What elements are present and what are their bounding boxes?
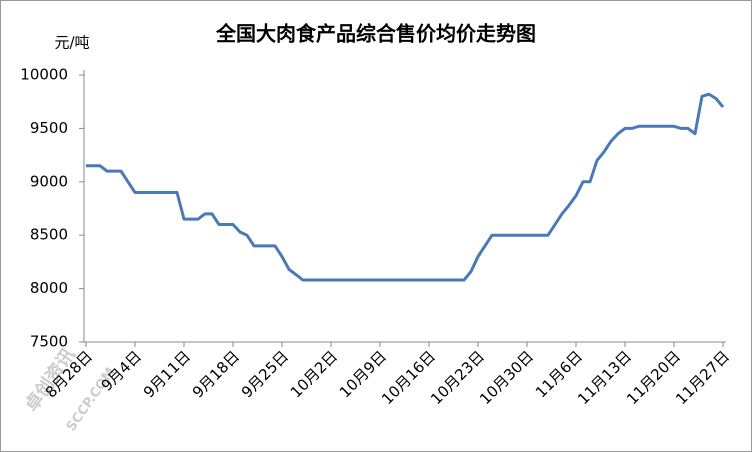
y-tick-label: 7500 — [30, 333, 68, 351]
chart-title: 全国大肉食产品综合售价均价走势图 — [215, 22, 536, 46]
y-axis-unit: 元/吨 — [54, 34, 89, 52]
y-tick-label: 8500 — [30, 226, 68, 244]
y-tick-label: 8000 — [30, 279, 68, 297]
y-tick-label: 9500 — [30, 119, 68, 137]
y-tick-label: 9000 — [30, 172, 68, 190]
y-tick-label: 10000 — [20, 66, 68, 84]
data-line — [86, 92, 725, 282]
